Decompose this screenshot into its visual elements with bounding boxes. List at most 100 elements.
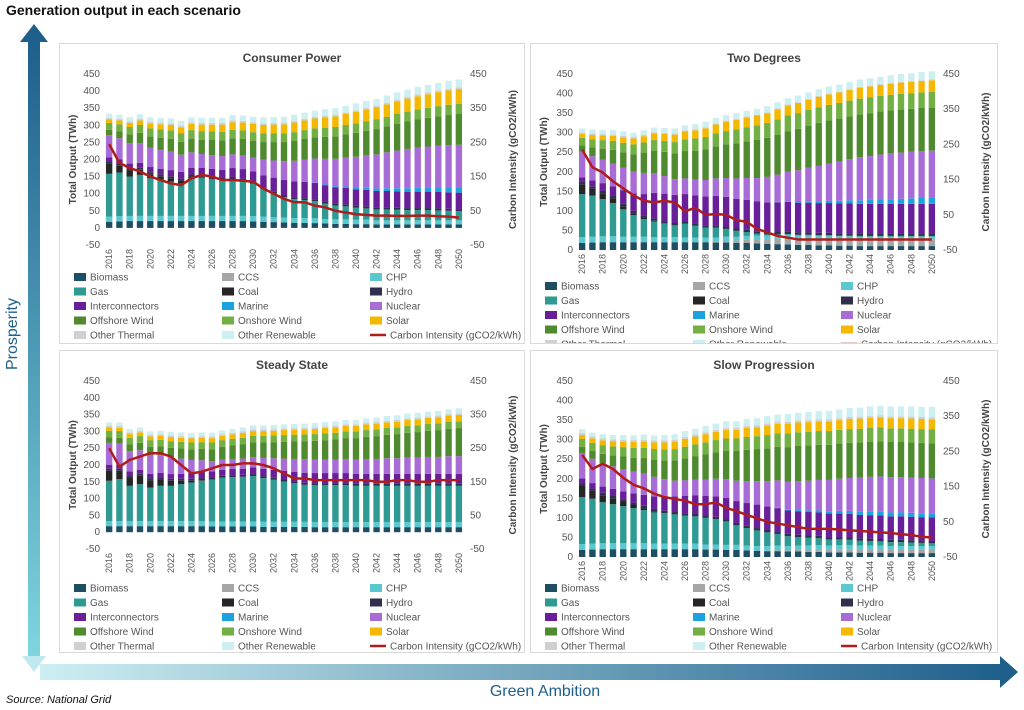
bar-biomass [116, 526, 123, 533]
bar-hydro [157, 477, 164, 480]
bar-nuclear [260, 457, 267, 469]
bar-other-renewable [733, 113, 740, 119]
bar-other-thermal [640, 439, 648, 442]
bar-other-renewable [105, 422, 113, 426]
bar-other-thermal [650, 440, 658, 443]
bar-chp [188, 215, 195, 222]
bar-gas [764, 532, 771, 547]
bar-solar [260, 431, 267, 436]
y2-tick-label: -50 [470, 544, 485, 555]
bar-nuclear [404, 457, 411, 474]
bar-offshore-wind [208, 140, 216, 156]
bar-offshore-wind [208, 449, 216, 462]
bar-other-renewable [291, 114, 298, 121]
bar-other-renewable [620, 131, 627, 136]
bar-nuclear [733, 480, 740, 502]
bar-nuclear [291, 160, 298, 182]
bar-offshore-wind [342, 438, 349, 459]
bar-biomass [702, 242, 709, 250]
bar-other-renewable [702, 121, 709, 128]
bar-onshore-wind [825, 104, 833, 121]
bar-ccs [774, 550, 781, 552]
bar-hydro [301, 482, 308, 485]
bar-onshore-wind [846, 429, 853, 443]
bar-biomass [671, 549, 678, 557]
bar-nuclear [311, 459, 319, 474]
legend-swatch-chp [370, 273, 382, 281]
bar-interconnectors [167, 474, 175, 479]
bar-other-thermal [188, 436, 195, 439]
bar-other-thermal [712, 123, 720, 125]
bar-onshore-wind [424, 424, 432, 431]
legend-label: Other Thermal [561, 340, 625, 344]
bar-other-renewable [671, 434, 678, 440]
bar-interconnectors [846, 203, 853, 234]
page-title: Generation output in each scenario [6, 2, 241, 18]
bar-gas [291, 483, 298, 522]
bar-solar [620, 441, 627, 448]
bar-other-renewable [815, 411, 822, 420]
y-tick-label: 50 [562, 532, 574, 543]
y-tick-label: 100 [83, 189, 100, 200]
bar-biomass [753, 243, 761, 250]
bar-onshore-wind [383, 116, 391, 127]
bar-interconnectors [897, 203, 905, 234]
bar-biomass [332, 527, 339, 533]
legend-swatch-other-thermal [74, 642, 86, 650]
bar-hydro [866, 538, 874, 541]
bar-chp [630, 543, 637, 550]
bar-onshore-wind [640, 142, 648, 153]
bar-gas [815, 235, 822, 236]
bar-other-renewable [239, 115, 247, 121]
bar-solar [753, 427, 761, 437]
bar-offshore-wind [856, 442, 864, 478]
bar-other-renewable [280, 116, 288, 123]
bar-other-thermal [722, 120, 730, 122]
bar-gas [321, 485, 329, 523]
bar-onshore-wind [743, 436, 750, 450]
bar-hydro [363, 483, 370, 486]
bar-hydro [229, 475, 236, 478]
bar-other-thermal [249, 122, 257, 124]
bar-offshore-wind [866, 441, 874, 477]
bar-gas [136, 174, 144, 216]
bar-interconnectors [794, 202, 802, 233]
bar-chp [928, 236, 936, 240]
bar-ccs [733, 240, 740, 243]
bar-offshore-wind [650, 459, 658, 477]
bar-offshore-wind [733, 451, 740, 481]
bar-nuclear [630, 471, 637, 494]
y-tick-label: 150 [83, 172, 100, 183]
bar-biomass [352, 224, 360, 228]
legend-label: Other Renewable [709, 642, 787, 653]
bar-offshore-wind [291, 141, 298, 161]
bar-offshore-wind [157, 137, 164, 150]
bar-biomass [136, 526, 144, 533]
y2-tick-label: 450 [470, 69, 487, 80]
bar-onshore-wind [147, 128, 154, 137]
bar-gas [332, 485, 339, 523]
bar-nuclear [291, 458, 298, 472]
x-tick-label: 2044 [865, 254, 875, 274]
bar-chp [455, 220, 463, 225]
bar-marine [424, 187, 432, 192]
bar-onshore-wind [764, 434, 771, 449]
y2-tick-label: 150 [470, 477, 487, 488]
bar-hydro [270, 477, 277, 480]
bar-offshore-wind [363, 436, 370, 459]
legend-label: Carbon Intensity (gCO2/kWh) [861, 642, 992, 653]
x-tick-label: 2022 [639, 254, 649, 274]
bar-offshore-wind [239, 444, 247, 459]
bar-interconnectors [928, 517, 936, 541]
bar-gas [743, 232, 750, 236]
bar-other-renewable [712, 423, 720, 430]
bar-other-thermal [177, 436, 185, 438]
bar-nuclear [609, 466, 617, 489]
bar-interconnectors [321, 185, 329, 202]
bar-solar [363, 424, 370, 431]
bar-offshore-wind [609, 455, 617, 467]
bar-interconnectors [928, 203, 936, 234]
bar-interconnectors [414, 473, 421, 484]
x-tick-label: 2028 [701, 254, 711, 274]
bar-interconnectors [291, 181, 298, 198]
